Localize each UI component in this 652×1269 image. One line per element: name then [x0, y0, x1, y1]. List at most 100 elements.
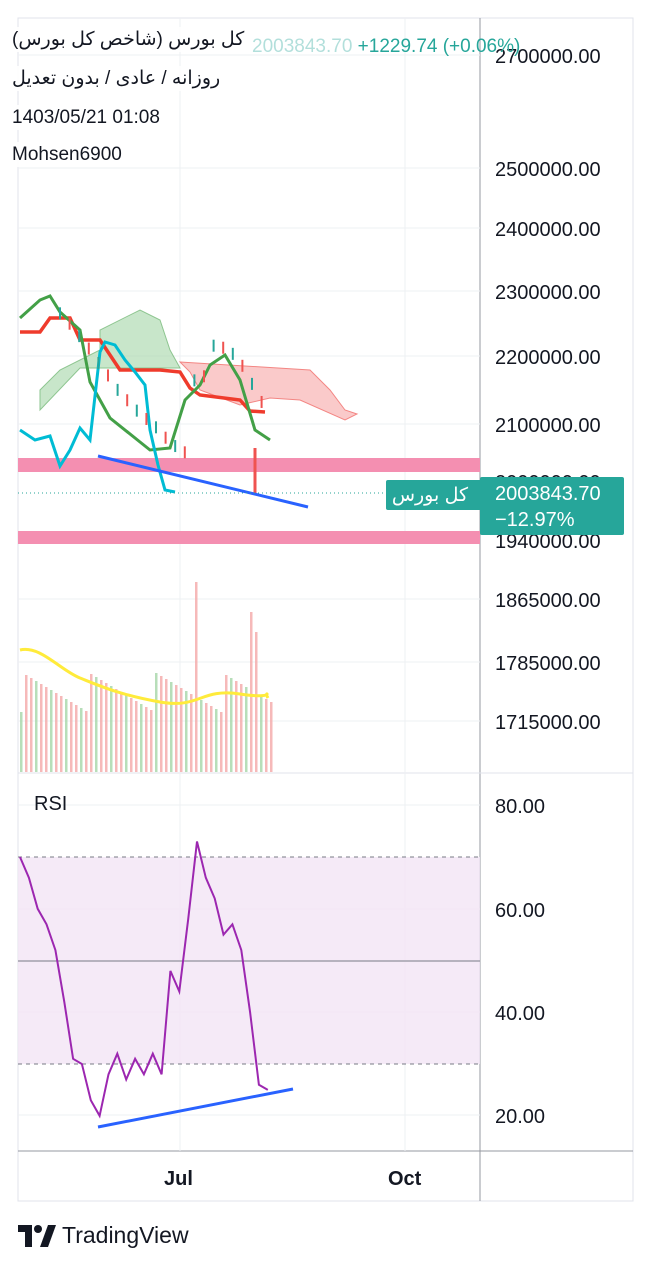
volume-bar — [140, 704, 143, 772]
volume-bar — [135, 701, 138, 772]
volume-bar — [240, 684, 243, 772]
price-tick: 1940000.00 — [495, 531, 601, 553]
volume-bar — [45, 687, 48, 772]
volume-bar — [165, 679, 168, 772]
price-tick: 1715000.00 — [495, 712, 601, 734]
author: Mohsen6900 — [10, 142, 126, 167]
ghost-price: 2003843.70 — [252, 36, 353, 57]
volume-bar — [115, 689, 118, 772]
rsi-tick: 60.00 — [495, 900, 545, 922]
volume-bar — [75, 705, 78, 772]
price-tick: 2500000.00 — [495, 159, 601, 181]
price-tick: 1865000.00 — [495, 590, 601, 612]
volume-bar — [170, 682, 173, 772]
volume-ma-line — [19, 647, 270, 705]
change-text: +1229.74 (+0.06%) — [357, 36, 521, 57]
price-lines — [18, 294, 271, 494]
volume-bar — [125, 695, 128, 772]
volume-bar — [220, 712, 223, 772]
rsi-tick: 40.00 — [495, 1003, 545, 1025]
rsi-tick: 80.00 — [495, 796, 545, 818]
volume-bar — [215, 709, 218, 772]
volume-bar — [145, 707, 148, 772]
legend-row-2: روزانه / عادی / بدون تعدیل — [10, 66, 225, 91]
volume-bar — [30, 678, 33, 772]
date-time: 1403/05/21 01:08 — [10, 105, 164, 130]
settings-line: روزانه / عادی / بدون تعدیل — [10, 66, 225, 91]
volume-bar — [120, 692, 123, 772]
price-tick: 2700000.00 — [495, 46, 601, 68]
volume-bar — [180, 688, 183, 772]
volume-bar — [40, 684, 43, 772]
price-tick: 2100000.00 — [495, 415, 601, 437]
brand-name: TradingView — [62, 1222, 189, 1248]
volume-bar — [65, 699, 68, 772]
volume-bar — [235, 681, 238, 772]
volume-bar — [190, 694, 193, 772]
volume-bar — [95, 677, 98, 772]
volume-bar — [80, 708, 83, 772]
volume-bars — [19, 582, 273, 772]
price-axis[interactable]: 2700000.00 2500000.00 2400000.00 2300000… — [495, 46, 601, 734]
volume-bar — [270, 702, 273, 772]
support-band-lower — [18, 531, 480, 544]
volume-bar — [70, 702, 73, 772]
volume-bar — [195, 582, 198, 772]
volume-bar — [185, 691, 188, 772]
tradingview-logo[interactable]: TradingView — [18, 1222, 189, 1249]
volume-bar — [155, 673, 158, 772]
price-tick: 1785000.00 — [495, 653, 601, 675]
volume-bar — [260, 696, 263, 772]
tradingview-icon — [18, 1224, 56, 1247]
volume-bar — [100, 680, 103, 772]
rsi-path — [19, 841, 269, 1119]
last-price-tag: 2003843.70 −12.97% — [480, 477, 624, 535]
volume-bar — [175, 685, 178, 772]
volume-bar — [90, 674, 93, 772]
volume-bar — [245, 687, 248, 772]
volume-bar — [25, 675, 28, 772]
last-percent: −12.97% — [495, 509, 575, 531]
price-trendline — [97, 454, 309, 509]
volume-bar — [60, 696, 63, 772]
volume-bar — [210, 706, 213, 772]
volume-bar — [265, 699, 268, 772]
legend-ohlc: 2003843.70 +1229.74 (+0.06%) — [252, 36, 520, 58]
volume-bar — [85, 711, 88, 772]
volume-bar — [20, 712, 23, 772]
symbol-label: کل بورس — [391, 485, 468, 506]
legend-row-4: Mohsen6900 — [10, 142, 126, 167]
volume-bar — [250, 612, 253, 772]
support-band-upper — [18, 458, 480, 472]
rsi-title: RSI — [34, 793, 67, 815]
chart-border — [17, 17, 634, 1202]
rsi-tick: 20.00 — [495, 1106, 545, 1128]
lagging-line — [19, 340, 176, 494]
time-tick-oct: Oct — [388, 1168, 422, 1190]
volume-bar — [105, 683, 108, 772]
volume-bar — [200, 700, 203, 772]
volume-bar — [130, 698, 133, 772]
volume-bar — [35, 681, 38, 772]
symbol-title[interactable]: کل بورس (شاخص کل بورس) — [10, 27, 249, 52]
price-tick: 2300000.00 — [495, 282, 601, 304]
rsi-line — [19, 841, 269, 1119]
legend-row-3: 1403/05/21 01:08 — [10, 105, 164, 130]
volume-bar — [160, 676, 163, 772]
time-tick-jul: Jul — [164, 1168, 193, 1190]
kijun-line — [18, 294, 271, 452]
time-axis[interactable]: Jul Oct — [164, 1168, 422, 1190]
symbol-price-label: کل بورس — [386, 480, 480, 510]
volume-bar — [255, 632, 258, 772]
volume-bar — [110, 686, 113, 772]
volume-bar — [225, 675, 228, 772]
rsi-axis[interactable]: 80.00 60.00 40.00 20.00 — [495, 796, 545, 1128]
volume-bar — [50, 690, 53, 772]
price-tick: 2400000.00 — [495, 219, 601, 241]
rsi-trendline — [97, 1087, 294, 1129]
last-price: 2003843.70 — [495, 483, 601, 505]
volume-bar — [230, 678, 233, 772]
volume-bar — [150, 710, 153, 772]
tenkan-line — [20, 316, 266, 414]
